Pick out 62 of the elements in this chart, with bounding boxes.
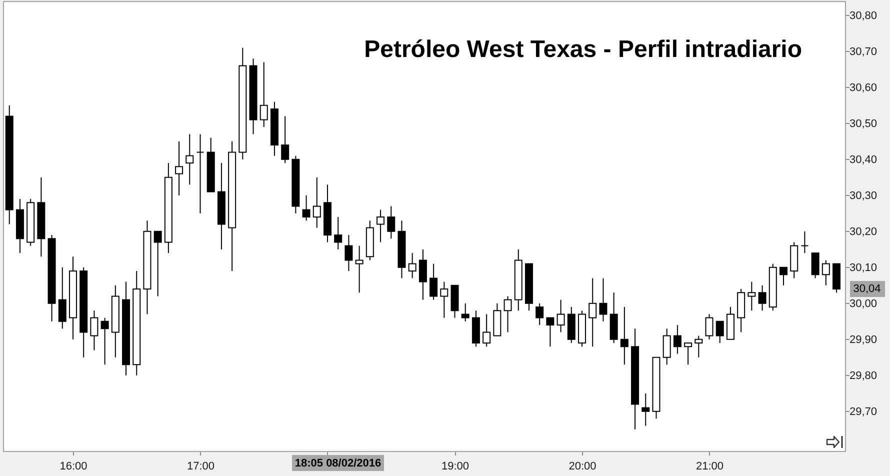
candlestick	[387, 206, 396, 240]
candlestick	[800, 230, 809, 254]
candlestick	[620, 306, 628, 366]
candlestick	[748, 281, 756, 312]
candlestick	[705, 314, 714, 340]
x-tick-label: 21:00	[696, 460, 724, 472]
y-tick-label: 30,70	[850, 46, 878, 58]
candlestick	[536, 302, 544, 326]
candlestick	[175, 140, 184, 196]
candlestick	[822, 260, 830, 286]
candlestick	[355, 245, 364, 294]
x-tick-label: 17:00	[186, 460, 215, 472]
candlestick	[58, 266, 66, 330]
candlestick	[100, 317, 109, 366]
candlestick	[461, 302, 470, 322]
candlestick	[811, 252, 820, 279]
y-tick-label: 30,20	[850, 226, 878, 238]
candlestick	[90, 310, 98, 351]
candlestick	[673, 324, 682, 354]
candlestick	[344, 234, 353, 272]
candlestick	[334, 216, 342, 250]
candlestick	[716, 320, 724, 344]
text: 18:05 08/02/2016	[294, 458, 382, 470]
candlestick	[302, 194, 310, 222]
x-tick-label: 16:00	[60, 460, 88, 472]
candlestick	[504, 296, 512, 333]
y-tick-label: 30,40	[850, 154, 878, 166]
candlestick	[599, 278, 608, 322]
y-tick-label: 29,70	[850, 406, 878, 418]
candlestick	[779, 266, 788, 286]
candlestick	[408, 252, 416, 279]
candlestick	[418, 248, 427, 300]
y-tick-label: 30,30	[850, 190, 878, 202]
y-tick-label: 30,00	[850, 298, 878, 310]
y-tick-label: 30,80	[850, 10, 878, 22]
candlestick	[186, 134, 194, 186]
candlestick	[694, 335, 703, 358]
candlestick	[440, 281, 448, 318]
y-tick-label: 30,60	[850, 82, 878, 94]
text: Petróleo West Texas - Perfil intradiario	[364, 36, 802, 63]
candlestick	[430, 263, 438, 300]
y-tick-label: 29,90	[850, 334, 878, 346]
candlestick	[684, 342, 692, 366]
candlestick	[312, 176, 321, 228]
candlestick	[588, 278, 597, 348]
text: 30,04	[853, 283, 881, 295]
x-tick-label: 19:00	[441, 460, 470, 472]
y-tick-label: 29,80	[850, 370, 878, 382]
candlestick	[260, 62, 268, 128]
candlestick	[556, 299, 565, 333]
candlestick	[662, 328, 671, 366]
candlestick	[546, 317, 554, 348]
y-tick-label: 30,10	[850, 262, 878, 274]
candlestick	[758, 284, 766, 312]
y-tick-label: 30,50	[850, 118, 878, 130]
candlestick	[196, 134, 204, 214]
candlestick	[281, 116, 290, 164]
candlestick	[642, 392, 650, 426]
candlestick	[154, 230, 162, 297]
candlestick	[376, 209, 385, 243]
candlestick	[482, 314, 491, 348]
x-tick-label: 20:00	[568, 460, 596, 472]
